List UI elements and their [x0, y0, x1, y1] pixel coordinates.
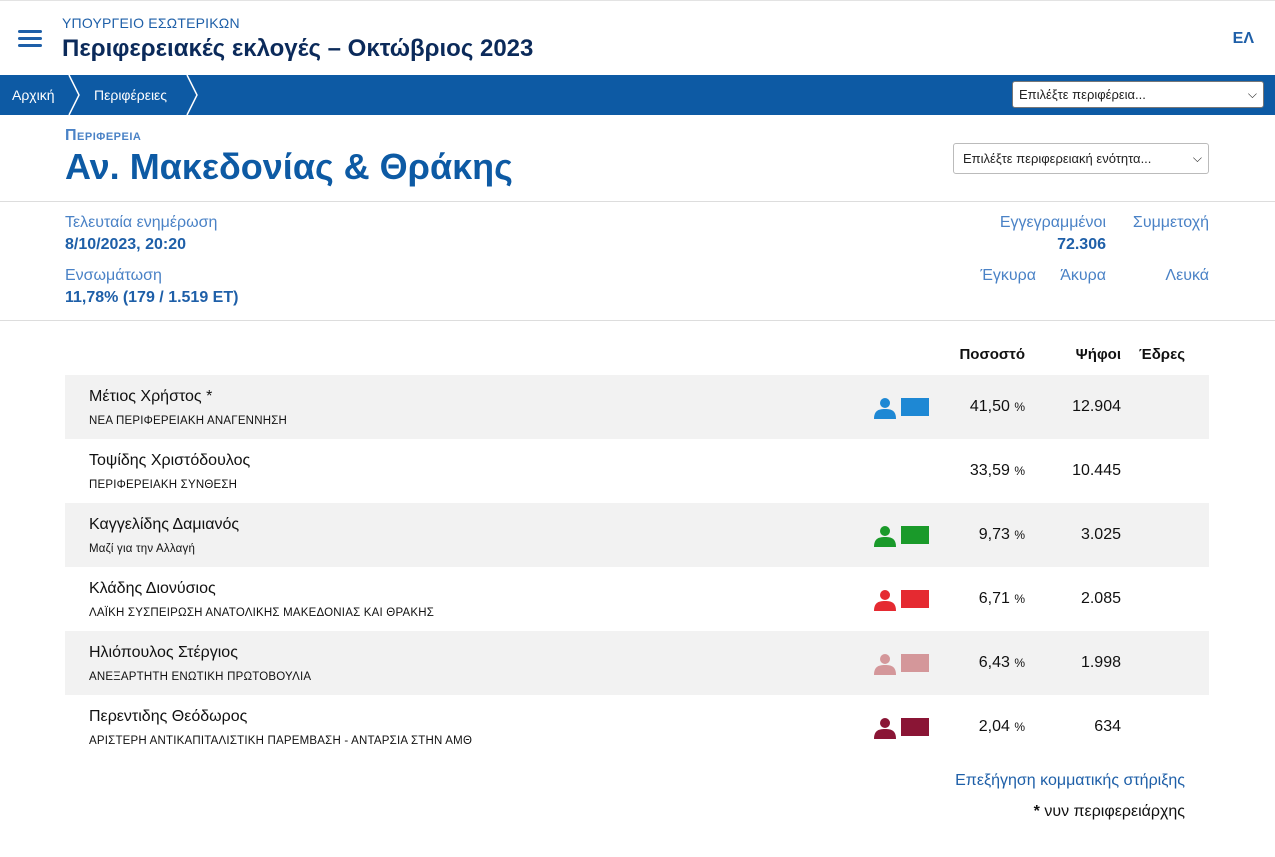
- footnote-text: νυν περιφερειάρχης: [1039, 803, 1185, 820]
- chevron-down-icon: ⌵: [1247, 87, 1257, 101]
- party-support-explanation-link[interactable]: Επεξήγηση κομματικής στήριξης: [955, 772, 1185, 789]
- person-icon: [874, 718, 896, 739]
- party-name: ΠΕΡΙΦΕΡΕΙΑΚΗ ΣΥΝΘΕΣΗ: [89, 479, 238, 491]
- footnote: * νυν περιφερειάρχης: [1034, 803, 1185, 821]
- blank-label: Λευκά: [1165, 267, 1209, 284]
- turnout-label: Συμμετοχή: [1132, 214, 1209, 231]
- person-icon: [874, 654, 896, 675]
- party-name: Μαζί για την Αλλαγή: [89, 543, 196, 555]
- person-icon: [874, 590, 896, 611]
- percent-cell: 41,50 %: [970, 398, 1025, 416]
- column-header-votes: Ψήφοι: [1075, 346, 1121, 363]
- party-name: ΝΕΑ ΠΕΡΙΦΕΡΕΙΑΚΗ ΑΝΑΓΕΝΝΗΣΗ: [89, 415, 288, 427]
- language-switch[interactable]: ΕΛ: [1232, 30, 1254, 47]
- candidate-name: Τοψίδης Χριστόδουλος: [89, 452, 251, 469]
- ministry-name: ΥΠΟΥΡΓΕΙΟ ΕΣΩΤΕΡΙΚΩΝ: [62, 15, 240, 31]
- percent-cell: 6,71 %: [979, 590, 1025, 608]
- hamburger-menu-icon[interactable]: [18, 30, 42, 48]
- invalid-label: Άκυρα: [1060, 267, 1106, 284]
- votes-value: 10.445: [1072, 462, 1121, 479]
- votes-value: 1.998: [1080, 654, 1121, 671]
- person-icon: [874, 398, 896, 419]
- last-update-label: Τελευταία ενημέρωση: [65, 214, 218, 231]
- regional-unit-select[interactable]: Επιλέξτε περιφερειακή ενότητα... ⌵: [953, 143, 1209, 174]
- region-select[interactable]: Επιλέξτε περιφέρεια... ⌵: [1012, 81, 1264, 108]
- party-color-flag: [901, 718, 929, 736]
- column-header-percent: Ποσοστό: [959, 346, 1025, 363]
- candidate-name: Μέτιος Χρήστος *: [89, 388, 213, 405]
- breadcrumb: Αρχική Περιφέρειες Επιλέξτε περιφέρεια..…: [0, 75, 1275, 115]
- breadcrumb-regions[interactable]: Περιφέρειες: [94, 87, 168, 103]
- percent-value: 2,04: [978, 718, 1010, 735]
- percent-unit: %: [1014, 656, 1025, 670]
- percent-value: 33,59: [969, 462, 1010, 479]
- percent-value: 6,71: [978, 590, 1010, 607]
- breadcrumb-chevron-icon: [186, 75, 198, 115]
- percent-unit: %: [1014, 464, 1025, 478]
- percent-unit: %: [1014, 592, 1025, 606]
- table-row: Καγγελίδης Δαμιανός Μαζί για την Αλλαγή 9,…: [65, 503, 1209, 567]
- last-update-value: 8/10/2023, 20:20: [65, 236, 186, 253]
- party-color-flag: [901, 654, 929, 672]
- region-select-value: Επιλέξτε περιφέρεια...: [1019, 87, 1146, 102]
- integration-value: 11,78% (179 / 1.519 ΕΤ): [65, 289, 239, 306]
- regional-unit-select-value: Επιλέξτε περιφερειακή ενότητα...: [963, 151, 1152, 166]
- party-color-flag: [901, 398, 929, 416]
- party-color-flag: [901, 590, 929, 608]
- percent-cell: 2,04 %: [979, 718, 1025, 736]
- percent-unit: %: [1014, 400, 1025, 414]
- votes-value: 2.085: [1080, 590, 1121, 607]
- party-name: ΑΝΕΞΑΡΤΗΤΗ ΕΝΩΤΙΚΗ ΠΡΩΤΟΒΟΥΛΙΑ: [89, 671, 312, 683]
- table-row: Ηλιόπουλος Στέργιος ΑΝΕΞΑΡΤΗΤΗ ΕΝΩΤΙΚΗ ΠΡ…: [65, 631, 1209, 695]
- breadcrumb-chevron-icon: [68, 75, 80, 115]
- party-name: ΛΑΪΚΗ ΣΥΣΠΕΙΡΩΣΗ ΑΝΑΤΟΛΙΚΗΣ ΜΑΚΕΔΟΝΙΑΣ Κ…: [89, 607, 435, 619]
- candidate-name: Καγγελίδης Δαμιανός: [89, 516, 240, 533]
- breadcrumb-home[interactable]: Αρχική: [12, 87, 55, 103]
- table-row: Περεντιδης Θεόδωρος ΑΡΙΣΤΕΡΗ ΑΝΤΙΚΑΠΙΤΑΛΙ…: [65, 695, 1209, 759]
- registered-label: Εγγεγραμμένοι: [999, 214, 1106, 231]
- table-row: Τοψίδης Χριστόδουλος ΠΕΡΙΦΕΡΕΙΑΚΗ ΣΥΝΘΕΣΗ…: [65, 439, 1209, 503]
- votes-value: 3.025: [1080, 526, 1121, 543]
- percent-unit: %: [1014, 720, 1025, 734]
- party-color-flag: [901, 526, 929, 544]
- votes-value: 634: [1094, 718, 1121, 735]
- party-name: ΑΡΙΣΤΕΡΗ ΑΝΤΙΚΑΠΙΤΑΛΙΣΤΙΚΗ ΠΑΡΕΜΒΑΣΗ - Α…: [89, 735, 473, 747]
- candidate-name: Κλάδης Διονύσιος: [89, 580, 216, 597]
- percent-unit: %: [1014, 528, 1025, 542]
- column-header-seats: Έδρες: [1138, 346, 1185, 363]
- votes-value: 12.904: [1072, 398, 1121, 415]
- divider: [0, 320, 1275, 321]
- percent-value: 6,43: [978, 654, 1010, 671]
- integration-label: Ενσωμάτωση: [65, 267, 162, 284]
- candidate-name: Περεντιδης Θεόδωρος: [89, 708, 248, 725]
- percent-value: 41,50: [969, 398, 1010, 415]
- chevron-down-icon: ⌵: [1192, 151, 1202, 165]
- percent-value: 9,73: [978, 526, 1010, 543]
- footnote-mark: *: [1033, 803, 1040, 820]
- table-row: Κλάδης Διονύσιος ΛΑΪΚΗ ΣΥΣΠΕΙΡΩΣΗ ΑΝΑΤΟΛΙ…: [65, 567, 1209, 631]
- percent-cell: 33,59 %: [970, 462, 1025, 480]
- table-row: Μέτιος Χρήστος * ΝΕΑ ΠΕΡΙΦΕΡΕΙΑΚΗ ΑΝΑΓΕΝΝ…: [65, 375, 1209, 439]
- registered-value: 72.306: [1057, 236, 1106, 253]
- region-label: Περιφερεια: [65, 127, 142, 144]
- divider: [0, 201, 1275, 202]
- top-header: ΥΠΟΥΡΓΕΙΟ ΕΣΩΤΕΡΙΚΩΝ Περιφερειακές εκλογ…: [0, 0, 1275, 75]
- region-name: Αν. Μακεδονίας & Θράκης: [65, 146, 513, 187]
- valid-label: Έγκυρα: [980, 267, 1036, 284]
- candidate-name: Ηλιόπουλος Στέργιος: [89, 644, 238, 661]
- percent-cell: 6,43 %: [979, 654, 1025, 672]
- person-icon: [874, 526, 896, 547]
- percent-cell: 9,73 %: [979, 526, 1025, 544]
- page-title: Περιφερειακές εκλογές – Οκτώβριος 2023: [62, 35, 534, 62]
